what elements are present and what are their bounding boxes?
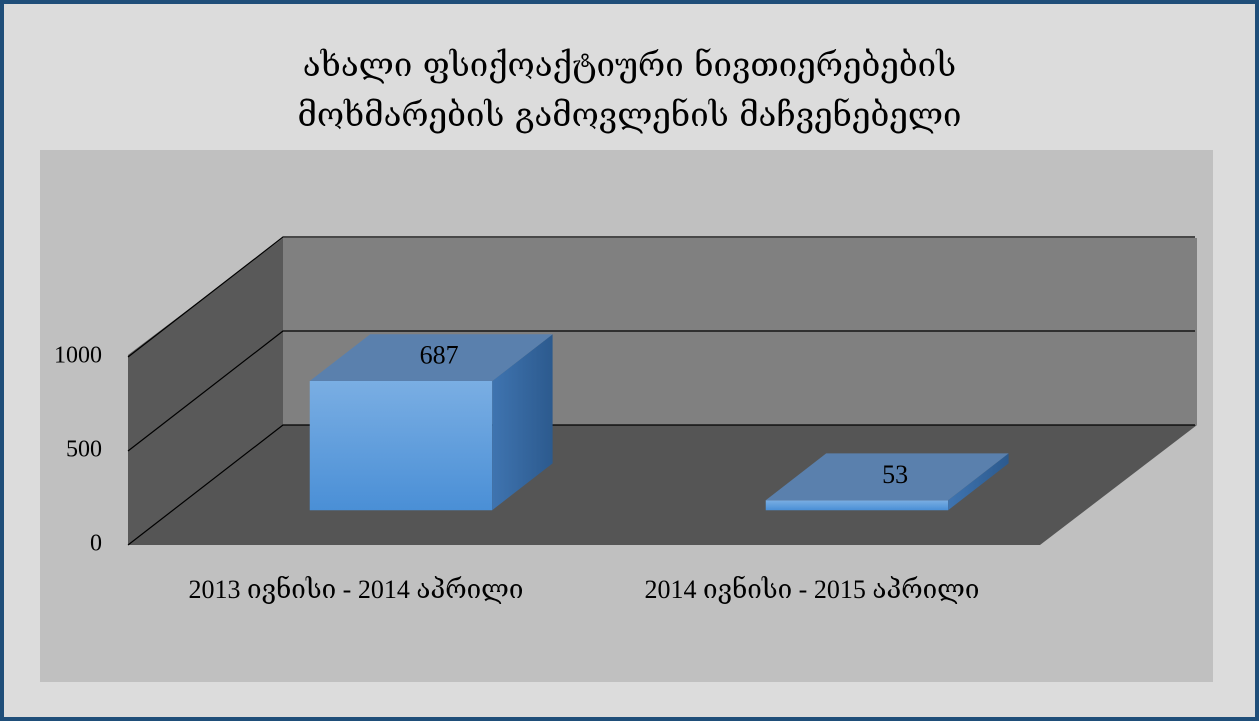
x-tick-label: 2014 ივნისი - 2015 აპრილი [645,575,980,604]
y-tick-label: 500 [66,437,102,463]
bar [765,453,1009,511]
grid-line [127,330,1195,452]
x-tick-label: 2013 ივნისი - 2014 აპრილი [189,575,524,604]
chart-title: ახალი ფსიქოაქტიური ნივთიერებების მოხმარე… [297,45,962,134]
bar-top [309,334,553,382]
bar-front [309,381,493,511]
floor [128,425,1197,545]
bar-top [765,453,1009,501]
bar-front [765,500,949,511]
bar-side [492,334,553,511]
grid-line [127,236,1195,358]
data-label: 687 [420,341,459,370]
chart: 0 500 1000 687 2013 ივნისი - 2014 აპრილი 53 20… [40,150,1213,682]
bar-side [948,453,1009,511]
grid-line [127,424,1195,546]
data-label: 53 [882,460,908,489]
y-tick-label: 0 [90,531,102,557]
bar [309,334,553,511]
y-tick-label: 1000 [54,343,102,369]
